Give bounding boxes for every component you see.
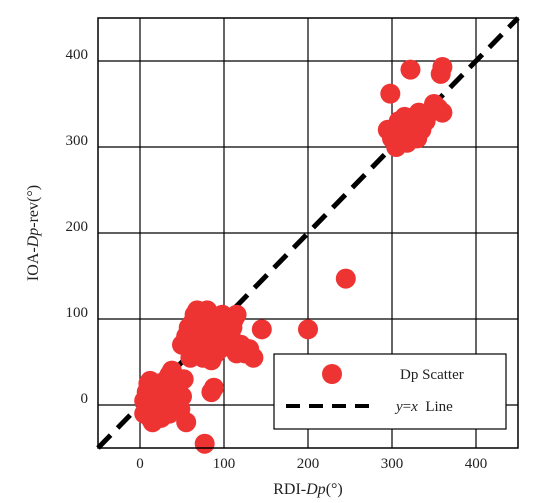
scatter-point <box>226 304 247 325</box>
x-tick-label: 0 <box>136 456 144 472</box>
scatter-point <box>400 59 421 80</box>
y-tick-labels: 0 100 200 300 400 <box>66 47 89 407</box>
y-tick-label: 100 <box>66 305 89 321</box>
x-tick-label: 200 <box>297 456 320 472</box>
scatter-point <box>148 390 169 411</box>
legend-label-line: y=x Line <box>394 399 453 415</box>
y-tick-label: 200 <box>66 219 89 235</box>
legend-box <box>273 353 507 430</box>
y-tick-label: 0 <box>81 391 89 407</box>
scatter-point <box>194 433 215 454</box>
y-tick-label: 300 <box>66 133 89 149</box>
legend-label-scatter: Dp Scatter <box>400 367 464 383</box>
scatter-point <box>176 412 197 433</box>
x-tick-label: 400 <box>465 456 488 472</box>
scatter-point <box>180 347 201 368</box>
legend-marker-scatter <box>322 364 342 384</box>
scatter-point <box>243 347 264 368</box>
legend: Dp Scatter y=x Line <box>273 353 507 430</box>
scatter-point <box>172 386 192 407</box>
y-tick-label: 400 <box>66 47 89 63</box>
scatter-point <box>251 319 272 340</box>
y-axis-title: IOA-Dp-rev(°) <box>25 185 42 281</box>
x-tick-labels: 0 100 200 300 400 <box>136 456 487 472</box>
scatter-point <box>432 57 453 78</box>
plot-frame <box>97 17 519 449</box>
scatter-point <box>335 268 356 289</box>
scatter-point <box>298 319 318 340</box>
scatter-point <box>432 102 453 123</box>
scatter-point <box>203 377 224 398</box>
x-axis-title: RDI-Dp(°) <box>273 481 343 498</box>
scatter-point <box>380 83 401 104</box>
scatter-point <box>173 369 194 390</box>
x-tick-label: 100 <box>213 456 236 472</box>
scatter-point <box>197 339 218 360</box>
scatter-points <box>134 57 453 454</box>
x-tick-label: 300 <box>381 456 404 472</box>
